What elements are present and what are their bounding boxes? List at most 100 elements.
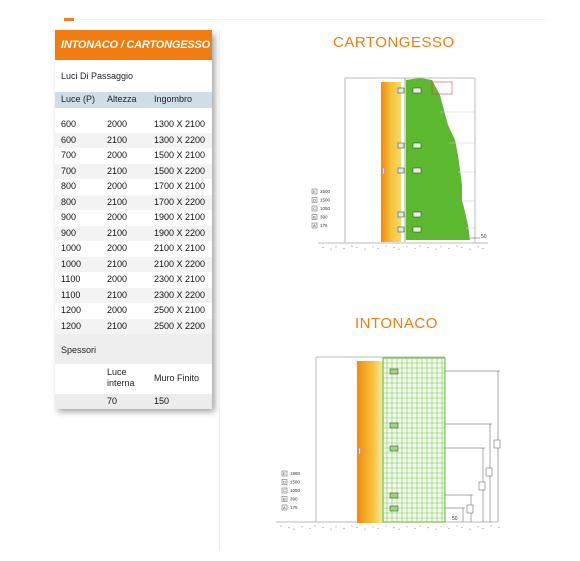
istud-4 (389, 492, 399, 499)
top-rule (76, 19, 546, 20)
cell-altezza: 2000 (107, 274, 128, 284)
cell-ingombro: 1900 X 2100 (154, 212, 206, 222)
cell-altezza: 2000 (107, 212, 128, 222)
cartongesso-legend: E 2500 D 1500 C 1050 B 390 A 175 (311, 188, 331, 229)
floor-dot (498, 527, 500, 529)
intonaco-legend-key: D (283, 480, 286, 485)
floor-dot (393, 247, 395, 249)
cell-luce: 800 (61, 196, 77, 207)
cell-ingombro: 1500 X 2100 (154, 150, 206, 160)
floor-dot (406, 526, 408, 528)
cartongesso-legend-box (311, 205, 318, 212)
floor-dot (427, 247, 429, 249)
panel-subtitle: Luci Di Passaggio (55, 60, 212, 92)
floor-dot (461, 247, 463, 249)
floor-dot (280, 525, 282, 527)
cartongesso-studs (397, 87, 422, 233)
stud-b2 (412, 142, 422, 149)
stud-a5 (397, 226, 405, 233)
table-body: 600 2000 1300 X 2100 600 2100 1300 X 2200 700 2… (55, 117, 212, 334)
intonaco-title: INTONACO (355, 315, 438, 332)
floor-dot (477, 246, 479, 248)
cell-altezza: 2100 (107, 258, 128, 269)
header-luce: Luce (P) (61, 94, 96, 104)
cartongesso-legend-value: 175 (320, 223, 328, 228)
stud-a2 (397, 142, 405, 149)
floor-dot (482, 527, 484, 530)
cell-luce: 1100 (61, 289, 81, 300)
cartongesso-legend-value: 1050 (320, 206, 331, 211)
floor-dot (301, 526, 303, 528)
intonaco-handle (358, 447, 361, 455)
intonaco-legend-box (281, 504, 288, 511)
intonaco-legend-box (281, 496, 288, 502)
cell-ingombro: 1300 X 2100 (154, 119, 206, 129)
floor-dot (414, 247, 416, 249)
floor-dot (385, 525, 387, 527)
floor-dot (314, 525, 316, 527)
header-ingombro: Ingombro (154, 94, 193, 104)
cartongesso-legend-value: 2500 (320, 189, 331, 194)
istud-1 (389, 368, 399, 375)
spec-panel: INTONACO / CARTONGESSO Luci Di Passaggio… (55, 30, 212, 409)
table-gap (55, 108, 212, 117)
floor-dot (335, 526, 337, 528)
cartongesso-legend-key: D (313, 198, 316, 203)
top-accent-bar (64, 18, 74, 21)
cell-luce: 1000 (61, 243, 82, 253)
floor-dot (435, 528, 437, 530)
cartongesso-legend-value: 1500 (320, 198, 331, 203)
cartongesso-legend-key: A (313, 223, 316, 228)
cell-luce: 1000 (61, 258, 82, 269)
intonaco-legend-value: 1050 (290, 488, 301, 493)
cell-luce: 600 (61, 119, 77, 129)
cell-altezza: 2000 (107, 243, 128, 253)
cartongesso-title: CARTONGESSO (333, 34, 455, 51)
floor-dot (398, 528, 400, 530)
floor-dot (351, 245, 353, 247)
intonaco-legend-value: 390 (290, 497, 298, 502)
cartongesso-red-dim (431, 81, 453, 95)
floor-dot (377, 527, 379, 530)
cartongesso-ruler-lines (440, 111, 475, 229)
table-row: 800 2100 1700 X 2200 (55, 194, 212, 210)
cartongesso-handle (382, 167, 385, 175)
spessori-cell-muro-finito: 150 (154, 396, 170, 406)
cartongesso-legend-key: C (313, 206, 316, 211)
table-row: 700 2100 1500 X 2200 (55, 163, 212, 179)
cell-ingombro: 2500 X 2200 (154, 320, 206, 331)
cell-ingombro: 2100 X 2100 (154, 243, 206, 253)
floor-dot (322, 247, 324, 249)
cell-altezza: 2000 (107, 150, 128, 160)
floor-dot (364, 248, 366, 250)
cell-altezza: 2000 (107, 119, 128, 129)
floor-dot (364, 528, 366, 530)
table-row: 1100 2100 2300 X 2200 (55, 287, 212, 303)
cell-ingombro: 1500 X 2200 (154, 165, 206, 176)
cell-luce: 1200 (61, 320, 82, 331)
stud-b5 (412, 226, 422, 233)
intonaco-dimensions (445, 370, 500, 522)
spessori-header-muro-finito: Muro Finito (154, 373, 200, 383)
cell-ingombro: 2300 X 2100 (154, 274, 206, 284)
cartongesso-legend-key: B (313, 215, 316, 220)
intonaco-legend-box (281, 487, 288, 494)
table-row: 900 2000 1900 X 2100 (55, 210, 212, 226)
intonaco-legend-box (281, 479, 288, 485)
spessori-cell-luce-interna: 70 (107, 396, 118, 406)
floor-dot (435, 248, 437, 250)
cartongesso-legend-box (311, 214, 318, 220)
floor-dot (469, 528, 471, 530)
table-row: 900 2100 1900 X 2200 (55, 225, 212, 241)
floor-dot (490, 525, 492, 527)
floor-dot (477, 526, 479, 528)
cell-ingombro: 1300 X 2200 (154, 134, 206, 145)
table-row: 1100 2000 2300 X 2100 (55, 272, 212, 288)
cell-luce: 1200 (61, 305, 82, 315)
floor-dot (448, 247, 450, 249)
table-row: 1200 2100 2500 X 2200 (55, 318, 212, 334)
stud-b3 (412, 167, 422, 174)
stud-a1 (397, 87, 405, 94)
